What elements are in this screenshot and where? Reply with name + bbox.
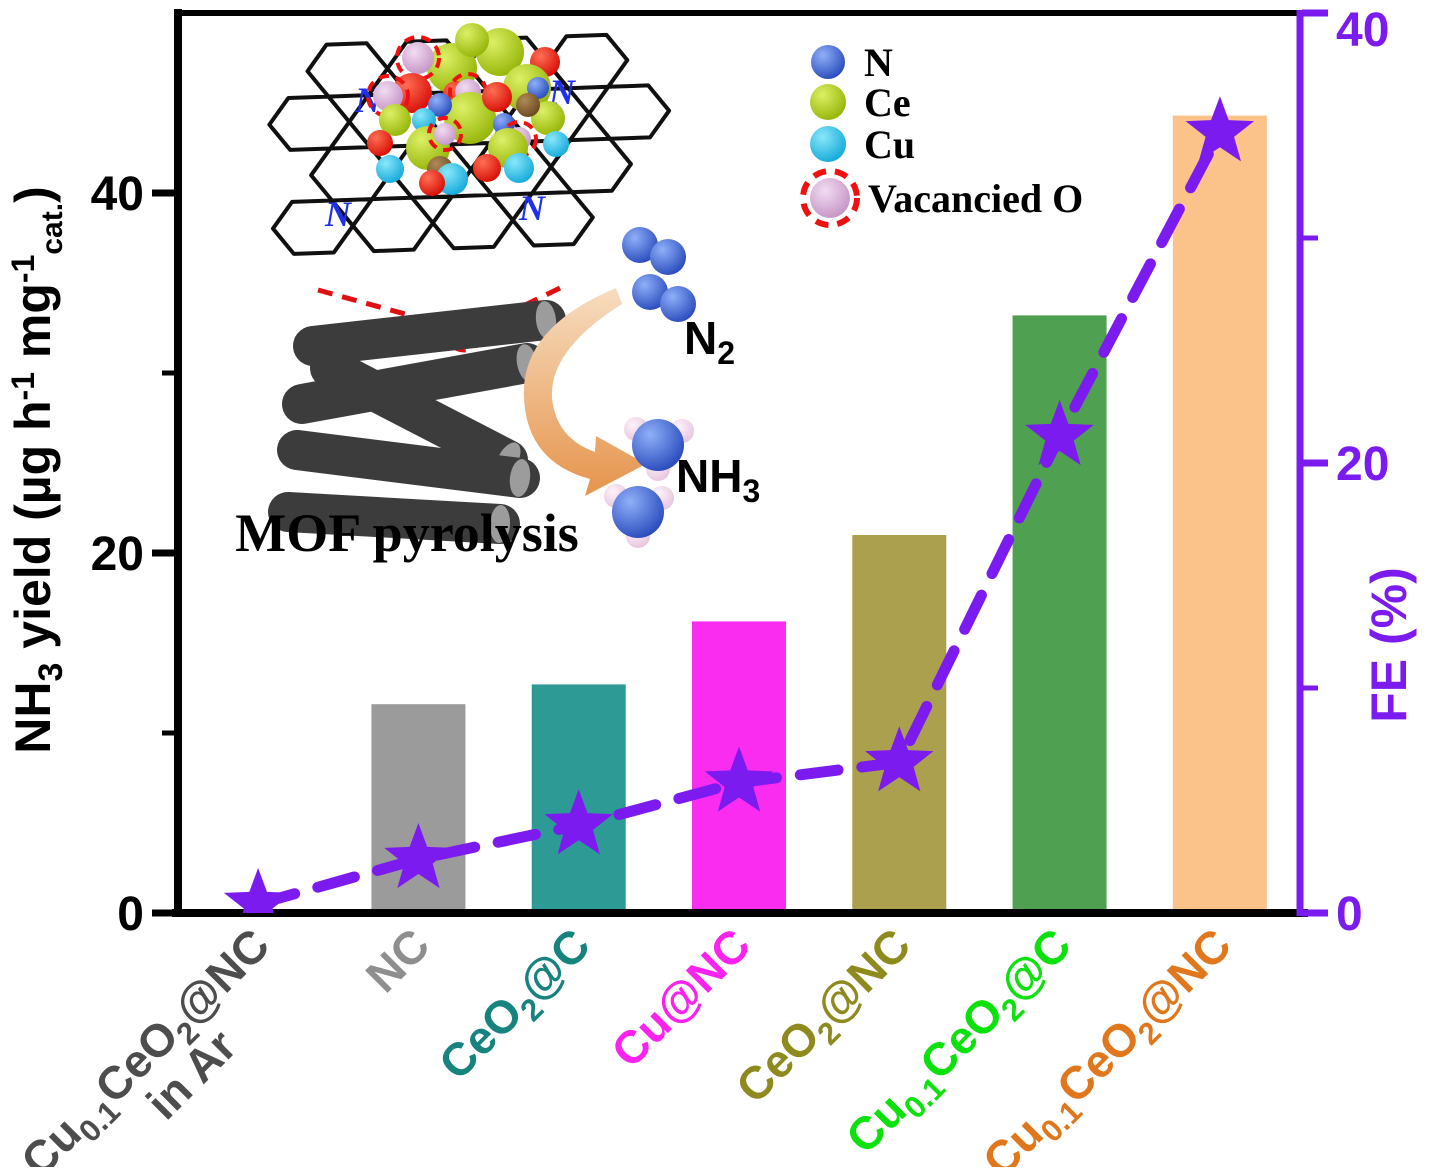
cu-sphere — [376, 155, 404, 183]
legend-label-vacancied-o: Vacancied O — [868, 176, 1083, 221]
star-marker-NC — [384, 823, 453, 889]
legend-item-ce: Ce — [810, 80, 911, 125]
mof-pyrolysis-caption: MOF pyrolysis — [235, 503, 579, 563]
star-marker-Cu0.1CeO2@C — [1025, 400, 1094, 466]
pyrolysis-arrow — [523, 288, 646, 496]
nanorod — [293, 300, 566, 366]
o-sphere — [473, 154, 501, 182]
star-marker-Cu@NC — [704, 746, 774, 812]
o-sphere — [482, 82, 512, 112]
left-tick-label: 0 — [117, 888, 144, 941]
bar-CeO2@NC — [852, 535, 947, 910]
vacancy-ring — [427, 116, 463, 152]
right-axis-title: FE (%) — [1361, 567, 1417, 723]
legend-group: N Ce Cu Vacancied O — [800, 40, 1083, 228]
left-tick-label: 40 — [91, 168, 144, 221]
n2-molecule — [622, 227, 696, 322]
x-category-label-text: CeO2@NC — [726, 918, 926, 1118]
bar-Cu0.1CeO2@NC — [1172, 115, 1267, 911]
bar-NC — [371, 704, 466, 910]
nanorod — [310, 348, 528, 480]
star-marker-Cu0.1CeO2@NC — [1185, 96, 1255, 162]
star-marker-CeO2@C — [544, 789, 613, 855]
vacancied-o-sphere — [434, 123, 456, 145]
nanoparticle-cluster — [366, 23, 569, 196]
legend-label-ce: Ce — [864, 80, 911, 125]
vacancied-o-sphere — [402, 42, 434, 74]
br-sphere — [516, 93, 540, 117]
cu-sphere — [543, 131, 569, 157]
right-tick-label: 0 — [1336, 888, 1363, 941]
x-category-label-CeO2@C: CeO2@C — [429, 918, 606, 1095]
star-marker-CeO2@NC — [865, 726, 934, 792]
nh3-label: NH3 — [676, 450, 760, 509]
vacancy-ring — [366, 74, 410, 118]
right-tick-label: 20 — [1336, 438, 1389, 491]
x-category-label-text: Cu@NC — [601, 918, 760, 1077]
x-category-label-Cu@NC: Cu@NC — [601, 918, 760, 1077]
left-tick-label: 20 — [91, 528, 144, 581]
ce-sphere — [455, 23, 489, 57]
nanorod — [282, 343, 547, 424]
cu-sphere — [504, 153, 534, 183]
legend-label-cu: Cu — [864, 122, 915, 167]
x-category-label-CeO2@NC: CeO2@NC — [726, 918, 926, 1118]
bar-series — [371, 115, 1267, 911]
n2-label: N2 — [684, 312, 735, 371]
ce-sphere — [379, 104, 411, 136]
x-category-label-text: NC — [356, 918, 440, 1002]
nanorod-end-cap — [509, 459, 531, 497]
left-axis-title: NH3 yield (µg h-1 mg-1cat.) — [5, 186, 70, 753]
nanorod-end-cap — [489, 505, 511, 543]
fe-line-series — [223, 96, 1255, 913]
legend-item-n: N — [811, 40, 893, 85]
ce-sphere — [531, 101, 565, 135]
vacancy-ring — [395, 35, 441, 81]
nanorod — [277, 430, 540, 498]
x-category-label-text: CeO2@C — [429, 918, 606, 1095]
n-sphere-icon — [811, 45, 845, 79]
o-sphere — [419, 170, 445, 196]
legend-item-vacancied-o: Vacancied O — [800, 168, 1083, 228]
legend-label-n: N — [864, 40, 893, 85]
o-sphere — [367, 130, 393, 156]
lattice-n-label: N — [518, 188, 547, 228]
legend-item-cu: Cu — [810, 122, 915, 167]
nh3-molecule — [604, 417, 694, 548]
n-sphere — [527, 77, 549, 99]
axes: 0 20 40 0 20 40 — [91, 4, 1390, 941]
x-category-label-text: Cu0.1CeO2@NC — [11, 918, 285, 1167]
right-tick-label: 40 — [1336, 4, 1389, 57]
vacancied-o-sphere — [373, 81, 403, 111]
vacancied-o-sphere-icon — [810, 178, 850, 218]
x-category-label-Cu0.1CeO2@NC in Ar: Cu0.1CeO2@NCin Ar — [11, 918, 285, 1172]
ce-sphere-icon — [810, 84, 846, 120]
x-category-label-NC: NC — [356, 918, 440, 1002]
lattice-n-label: N — [324, 194, 353, 234]
n-sphere — [428, 93, 452, 117]
vacancied-o-ring-icon — [800, 168, 860, 228]
cu-sphere-icon — [810, 126, 846, 162]
ce-sphere — [444, 92, 496, 144]
mof-nanorods — [268, 300, 566, 544]
nanorod — [268, 492, 520, 544]
star-marker-Cu0.1CeO2@NC in Ar — [223, 868, 293, 913]
